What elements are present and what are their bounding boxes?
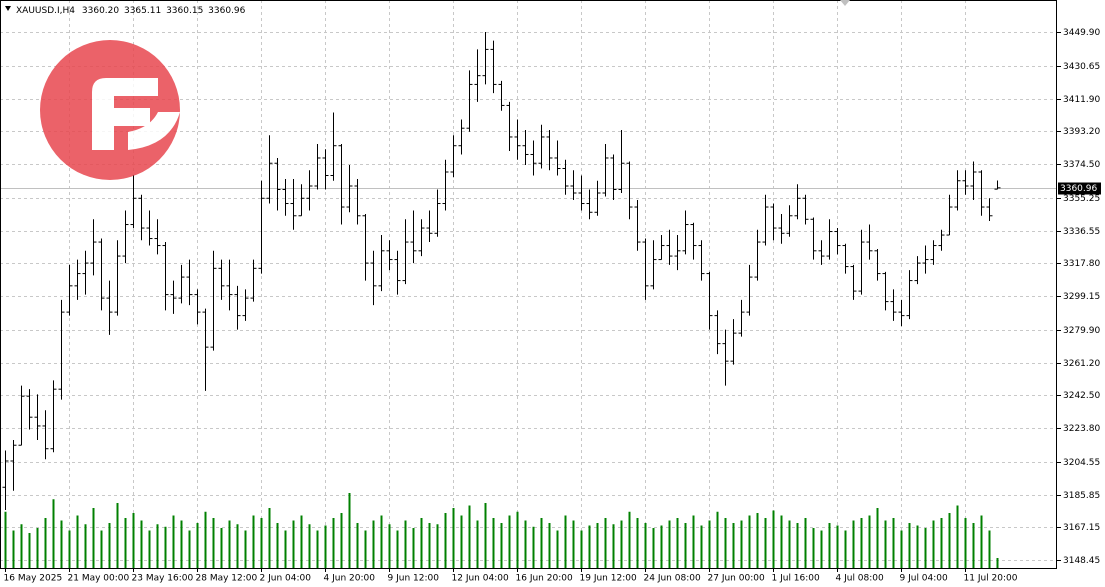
y-tick-label: 3261.20 <box>1063 359 1100 369</box>
bar-layer <box>2 32 1001 511</box>
x-tick-label: 9 Jul 04:00 <box>900 574 949 584</box>
y-tick-label: 3355.25 <box>1063 194 1100 204</box>
header-close: 3360.96 <box>208 6 245 16</box>
y-tick-label: 3223.80 <box>1063 424 1100 434</box>
x-tick-label: 27 Jun 00:00 <box>708 574 765 584</box>
x-tick-label: 23 May 16:00 <box>132 574 194 584</box>
x-tick-label: 4 Jul 08:00 <box>836 574 885 584</box>
y-tick-label: 3242.50 <box>1063 391 1100 401</box>
scroll-marker <box>840 0 850 6</box>
y-tick-label: 3449.90 <box>1063 28 1100 38</box>
y-tick-label: 3279.90 <box>1063 326 1100 336</box>
y-tick-label: 3204.55 <box>1063 458 1100 468</box>
logo <box>40 40 180 180</box>
header: XAUUSD.I,H4 3360.20 3365.11 3360.15 3360… <box>16 6 246 16</box>
y-tick-label: 3430.65 <box>1063 62 1100 72</box>
x-tick-label: 21 May 00:00 <box>68 574 130 584</box>
y-tick-label: 3336.55 <box>1063 227 1100 237</box>
x-tick-label: 11 Jul 20:00 <box>964 574 1018 584</box>
symbol: XAUUSD.I,H4 <box>16 6 75 16</box>
x-tick-label: 16 May 2025 <box>4 574 63 584</box>
y-tick-label: 3317.80 <box>1063 259 1100 269</box>
x-tick-label: 19 Jun 12:00 <box>580 574 637 584</box>
logo-letter <box>92 78 158 150</box>
price-label: 3360.96 <box>1060 184 1097 194</box>
header-open: 3360.20 <box>82 6 119 16</box>
x-tick-label: 2 Jun 04:00 <box>260 574 312 584</box>
y-tick-label: 3148.45 <box>1063 556 1100 566</box>
header-icon <box>5 6 11 11</box>
x-tick-label: 16 Jun 20:00 <box>516 574 573 584</box>
x-tick-label: 1 Jul 16:00 <box>772 574 821 584</box>
x-tick-label: 28 May 12:00 <box>196 574 258 584</box>
x-tick-label: 4 Jun 20:00 <box>324 574 376 584</box>
volume-layer <box>4 493 999 568</box>
y-tick-label: 3374.50 <box>1063 160 1100 170</box>
logo-swoosh <box>128 112 180 150</box>
price-label-box <box>1058 182 1101 195</box>
x-tick-label: 12 Jun 04:00 <box>452 574 509 584</box>
y-tick-label: 3167.15 <box>1063 523 1100 533</box>
header-high: 3365.11 <box>124 6 161 16</box>
x-tick-label: 9 Jun 12:00 <box>388 574 440 584</box>
axis-layer: 3449.90 3430.65 3411.90 3393.20 3374.50 3355.… <box>4 28 1101 584</box>
x-tick-label: 24 Jun 08:00 <box>644 574 701 584</box>
y-tick-label: 3393.20 <box>1063 127 1100 137</box>
y-tick-label: 3411.90 <box>1063 95 1100 105</box>
header-low: 3360.15 <box>166 6 203 16</box>
y-tick-label: 3299.15 <box>1063 292 1100 302</box>
plot-frame <box>0 0 1057 569</box>
y-tick-label: 3185.85 <box>1063 491 1100 501</box>
